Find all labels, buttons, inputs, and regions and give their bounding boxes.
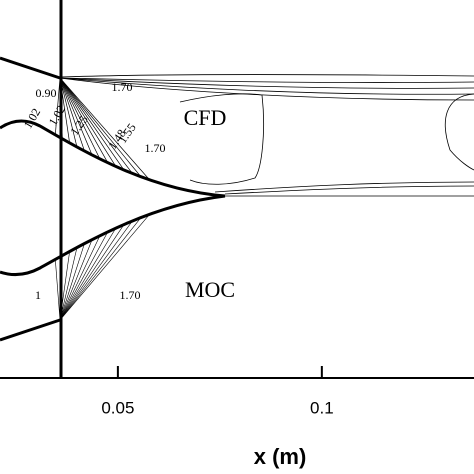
annotation: 1.70 xyxy=(112,80,133,94)
fan-line xyxy=(59,251,70,321)
fan-line xyxy=(59,247,78,321)
fan-line xyxy=(59,77,63,139)
fan-line xyxy=(59,255,63,321)
annotation: 1.02 xyxy=(46,103,69,128)
contour-line xyxy=(224,185,474,195)
fan-line xyxy=(59,214,150,321)
cfd-nozzle-wall xyxy=(0,119,226,198)
jet-boundary xyxy=(59,74,474,78)
fan-line xyxy=(59,77,70,143)
moc-nozzle-wall xyxy=(0,194,226,277)
contour-line xyxy=(179,93,264,185)
annotation: MOC xyxy=(185,277,235,302)
fan-lines xyxy=(54,77,150,321)
fan-line xyxy=(59,220,133,321)
fan-line xyxy=(59,77,125,171)
annotation: 0.90 xyxy=(36,86,57,100)
annotation: 1.70 xyxy=(120,288,141,302)
contour-line xyxy=(59,77,474,83)
fan-line xyxy=(59,77,101,160)
fan-line xyxy=(59,77,85,152)
fan-line xyxy=(59,77,142,177)
contour-line xyxy=(59,77,474,95)
plot-shapes xyxy=(0,0,474,378)
contour-line xyxy=(59,77,474,89)
fan-line xyxy=(59,77,78,148)
fan-line xyxy=(59,77,109,163)
x-tick-label: 0.05 xyxy=(101,398,134,417)
contour-line xyxy=(444,93,474,171)
fan-line xyxy=(59,217,142,321)
fan-line xyxy=(59,224,125,321)
fan-line xyxy=(59,77,93,156)
fan-line xyxy=(59,239,93,321)
x-axis-label: x (m) xyxy=(254,444,307,469)
contour-line xyxy=(214,181,474,193)
annotation: 1 xyxy=(35,288,41,302)
upper-wall xyxy=(0,56,61,80)
fan-line xyxy=(55,259,61,321)
fan-line xyxy=(59,231,109,321)
fan-line xyxy=(59,227,117,321)
fan-line xyxy=(59,77,117,167)
annotation: 1.25 xyxy=(67,113,91,138)
fan-line xyxy=(59,77,133,174)
x-ticks: 0.05 0.1 xyxy=(101,366,334,417)
lower-wall xyxy=(0,318,61,342)
fan-line xyxy=(59,243,85,321)
fan-line xyxy=(59,235,101,321)
annotation: CFD xyxy=(184,105,227,130)
x-tick-label: 0.1 xyxy=(310,398,334,417)
annotation: 1.70 xyxy=(145,141,166,155)
fan-line xyxy=(59,77,150,181)
fan-line xyxy=(54,77,61,135)
